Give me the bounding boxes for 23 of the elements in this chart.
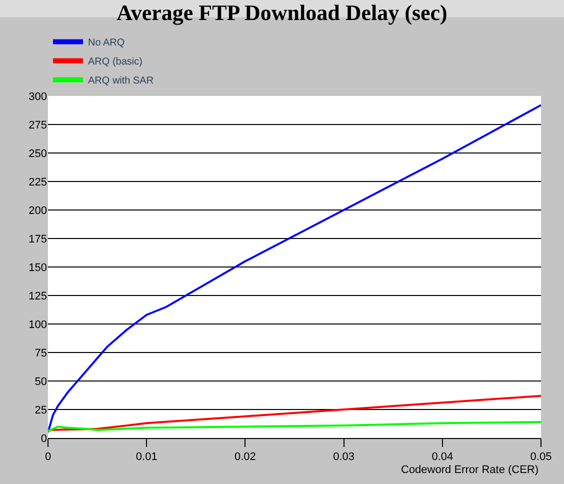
y-tick-label: 50 bbox=[34, 376, 47, 388]
x-tick-label: 0.05 bbox=[530, 451, 552, 464]
y-tick-label: 150 bbox=[28, 262, 47, 274]
x-tick-label: 0.01 bbox=[136, 451, 158, 464]
x-tick-label: 0.04 bbox=[432, 451, 454, 464]
x-axis-title: Codeword Error Rate (CER) bbox=[401, 464, 539, 476]
y-tick-label: 25 bbox=[34, 404, 47, 416]
y-tick-label: 250 bbox=[28, 148, 47, 160]
y-tick-label: 0 bbox=[40, 432, 47, 445]
y-tick-label: 75 bbox=[34, 347, 47, 360]
legend-label: No ARQ bbox=[88, 38, 125, 49]
y-tick-label: 100 bbox=[28, 318, 47, 331]
y-tick-label: 125 bbox=[28, 290, 47, 302]
y-tick-label: 175 bbox=[28, 233, 47, 246]
y-tick-label: 225 bbox=[28, 176, 47, 188]
y-tick-label: 275 bbox=[28, 119, 47, 132]
x-tick-label: 0.03 bbox=[333, 451, 355, 464]
legend-label: ARQ with SAR bbox=[88, 76, 154, 87]
x-tick-label: 0.02 bbox=[234, 451, 256, 464]
y-tick-label: 300 bbox=[28, 90, 47, 103]
chart-title: Average FTP Download Delay (sec) bbox=[116, 0, 448, 26]
y-tick-label: 200 bbox=[28, 204, 47, 217]
legend-label: ARQ (basic) bbox=[88, 56, 142, 68]
